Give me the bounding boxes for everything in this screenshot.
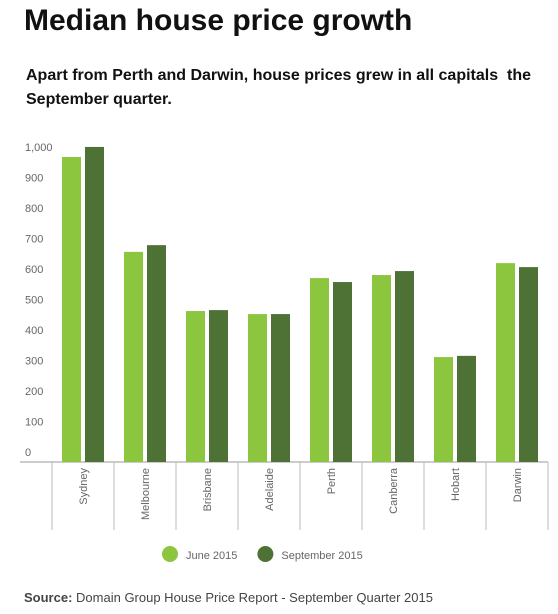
- bar: [519, 267, 538, 462]
- bar: [147, 245, 166, 462]
- legend-label: June 2015: [186, 550, 237, 562]
- y-tick-label: 100: [25, 417, 43, 429]
- bar: [271, 314, 290, 462]
- legend-swatch: [162, 546, 178, 562]
- y-tick-label: 400: [25, 325, 43, 337]
- y-tick-label: 900: [25, 173, 43, 185]
- legend-label: September 2015: [281, 550, 362, 562]
- bar: [395, 271, 414, 462]
- bar: [62, 157, 81, 462]
- chart-title: Median house price growth: [24, 4, 413, 37]
- bar: [372, 275, 391, 462]
- bar: [124, 251, 143, 462]
- source-text: Domain Group House Price Report - Septem…: [76, 590, 433, 605]
- bar: [310, 278, 329, 462]
- bar: [186, 311, 205, 462]
- bar: [209, 310, 228, 462]
- chart: 0 100 200 300 400 500 600 700 800 900 1,000 Sydney M…: [20, 142, 549, 562]
- y-tick-label: 0: [25, 447, 31, 459]
- y-tick-label: 500: [25, 295, 43, 307]
- x-tick-label: Darwin: [512, 468, 524, 502]
- bar: [434, 357, 453, 462]
- source: Source: Domain Group House Price Report …: [24, 590, 433, 605]
- bar: [248, 314, 267, 462]
- x-tick-label: Sydney: [78, 468, 90, 505]
- y-tick-label: 700: [25, 234, 43, 246]
- source-label: Source:: [24, 590, 73, 605]
- bar: [333, 282, 352, 462]
- x-tick-label: Canberra: [388, 467, 400, 514]
- bar: [85, 146, 104, 462]
- x-tick-label: Hobart: [450, 468, 462, 501]
- legend-swatch: [257, 546, 274, 562]
- y-tick-label: 800: [25, 203, 43, 215]
- x-tick-label: Melbourne: [140, 468, 152, 520]
- x-tick-label: Perth: [326, 468, 338, 494]
- y-tick-label: 300: [25, 356, 43, 368]
- x-tick-label: Adelaide: [264, 468, 276, 511]
- y-tick-label: 200: [25, 386, 43, 398]
- bar: [457, 355, 476, 462]
- chart-subtitle: Apart from Perth and Darwin, house price…: [26, 67, 536, 108]
- x-tick-label: Brisbane: [202, 468, 214, 511]
- y-tick-label: 600: [25, 264, 43, 276]
- y-tick-label: 1,000: [25, 142, 53, 154]
- bar: [496, 263, 515, 462]
